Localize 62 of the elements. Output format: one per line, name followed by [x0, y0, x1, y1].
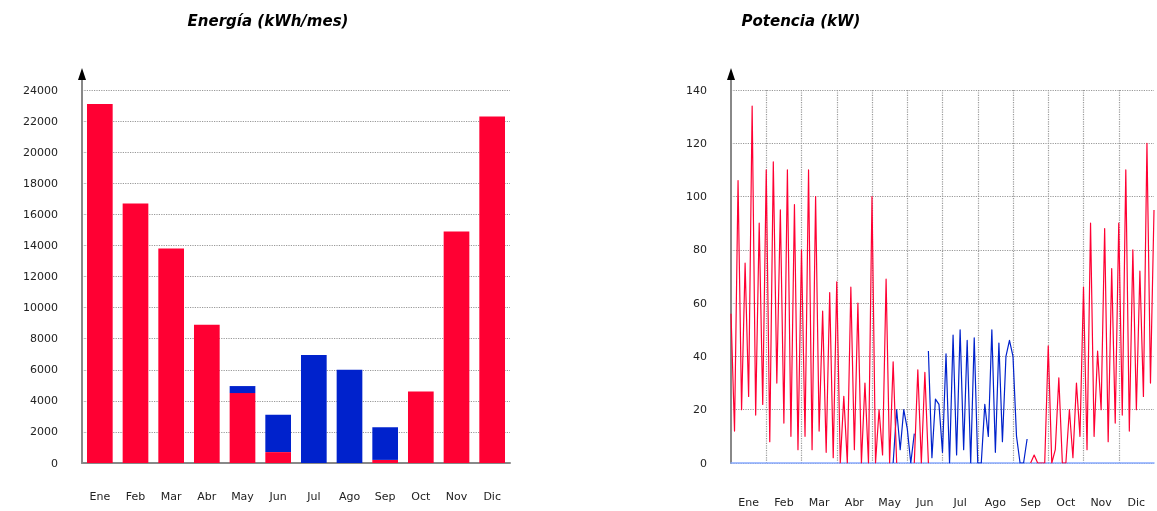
y-tick-label: 18000	[23, 176, 58, 190]
y-tick-label: 60	[693, 296, 707, 310]
y-tick-label: 0	[51, 456, 58, 470]
y-tick-label: 120	[686, 136, 707, 150]
x-tick-label: Ago	[338, 490, 361, 503]
y-tick-label: 20	[693, 403, 707, 417]
y-tick-label: 14000	[23, 238, 58, 252]
y-tick-label: 2000	[30, 425, 58, 439]
x-tick-label: Abr	[197, 490, 217, 503]
x-tick-label: Jun	[268, 490, 287, 503]
x-tick-label: Jun	[915, 496, 934, 509]
y-tick-label: 12000	[23, 270, 58, 283]
bar	[265, 452, 292, 463]
y-tick-label: 6000	[30, 363, 58, 377]
x-tick-label: Feb	[125, 490, 146, 503]
bar	[229, 393, 256, 463]
bar	[300, 354, 327, 463]
y-tick-label: 140	[686, 83, 707, 97]
bar	[372, 427, 399, 460]
y-tick-label: 40	[693, 349, 707, 363]
bar	[122, 203, 149, 463]
bar	[193, 324, 220, 463]
chart-title: Energía (kWh/mes)	[187, 11, 349, 30]
x-tick-label: Sep	[1020, 496, 1042, 509]
x-tick-label: Nov	[445, 490, 468, 503]
x-tick-label: Dic	[1127, 496, 1146, 509]
x-tick-label: Mar	[808, 496, 830, 509]
bar	[372, 459, 399, 463]
y-tick-label: 24000	[23, 83, 58, 97]
x-tick-label: May	[231, 490, 255, 503]
y-tick-label: 8000	[30, 332, 58, 346]
x-tick-label: Jul	[306, 490, 321, 503]
x-tick-label: Oct	[411, 490, 432, 503]
x-tick-label: Dic	[483, 490, 501, 503]
y-tick-label: 4000	[30, 394, 58, 408]
x-tick-label: Feb	[774, 496, 794, 509]
x-tick-label: Ene	[89, 490, 111, 503]
bar	[229, 386, 256, 394]
x-tick-label: May	[878, 496, 902, 509]
bar	[407, 391, 434, 463]
x-tick-label: Abr	[844, 496, 865, 509]
y-tick-label: 22000	[23, 114, 58, 128]
y-tick-label: 16000	[23, 207, 58, 221]
bar	[336, 369, 363, 463]
x-tick-label: Ene	[738, 496, 760, 509]
bar	[443, 231, 470, 463]
x-tick-label: Sep	[374, 490, 396, 503]
y-tick-label: 80	[693, 243, 707, 257]
y-tick-label: 10000	[23, 301, 58, 315]
bar	[158, 248, 185, 463]
y-tick-label: 20000	[23, 145, 58, 159]
x-tick-label: Mar	[160, 490, 183, 503]
x-tick-label: Oct	[1056, 496, 1077, 509]
x-tick-label: Jul	[952, 496, 967, 509]
x-tick-label: Nov	[1090, 496, 1113, 509]
chart-title: Potencia (kW)	[741, 11, 861, 30]
x-tick-label: Ago	[984, 496, 1007, 509]
y-tick-label: 100	[686, 190, 707, 204]
y-tick-label: 0	[700, 456, 707, 470]
bar	[479, 116, 506, 463]
bar	[86, 103, 113, 463]
bar	[265, 414, 292, 453]
